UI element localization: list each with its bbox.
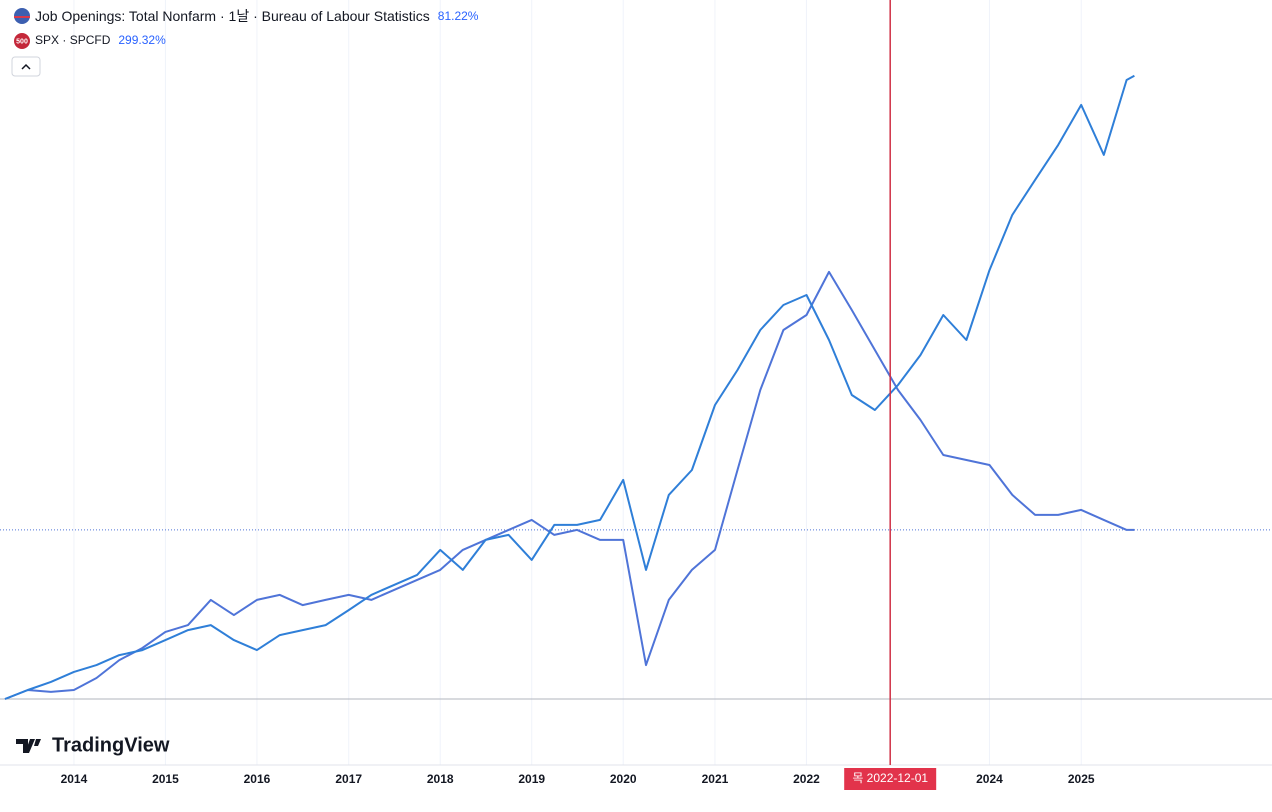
x-tick-label: 2016 xyxy=(244,772,271,786)
x-tick-label: 2025 xyxy=(1068,772,1095,786)
x-tick-label: 2022 xyxy=(793,772,820,786)
x-tick-label: 2015 xyxy=(152,772,179,786)
legend: Job Openings: Total Nonfarm · 1날 · Burea… xyxy=(11,8,479,77)
legend-text: SPX xyxy=(35,33,59,47)
legend-text: Bureau of Labour Statistics xyxy=(262,8,430,24)
legend-text: Job Openings: Total Nonfarm xyxy=(35,8,216,24)
series-name: SPX · SPCFD 299.32% xyxy=(35,33,166,47)
x-tick-label: 2017 xyxy=(335,772,362,786)
x-tick-label: 2024 xyxy=(976,772,1003,786)
x-tick-label: 2018 xyxy=(427,772,454,786)
separator: · xyxy=(249,8,261,24)
logo: TradingView xyxy=(52,734,170,756)
x-tick-label: 2019 xyxy=(518,772,545,786)
series-name: Job Openings: Total Nonfarm · 1날 · Burea… xyxy=(35,8,479,24)
legend-text: 81.22% xyxy=(438,9,479,23)
collapse-button[interactable] xyxy=(11,56,41,77)
grid xyxy=(0,0,1272,766)
crosshair-label: 목 2022-12-01 xyxy=(852,771,928,785)
logo-icon xyxy=(16,739,41,753)
separator: · xyxy=(59,33,70,47)
legend-text: SPCFD xyxy=(70,33,111,47)
x-tick-label: 2021 xyxy=(702,772,729,786)
x-tick-label: 2020 xyxy=(610,772,637,786)
x-tick-label: 2014 xyxy=(61,772,88,786)
separator: · xyxy=(216,8,228,24)
spx-icon xyxy=(14,33,30,49)
series-line xyxy=(4,74,1135,700)
flag-stripe xyxy=(14,16,30,18)
legend-text: 299.32% xyxy=(118,33,166,47)
crosshair-label-bg xyxy=(844,768,937,790)
collapse-icon xyxy=(21,63,31,70)
spx-icon-label: 500 xyxy=(16,38,28,45)
legend-text: 1날 xyxy=(229,8,250,24)
series-line xyxy=(4,270,1135,700)
